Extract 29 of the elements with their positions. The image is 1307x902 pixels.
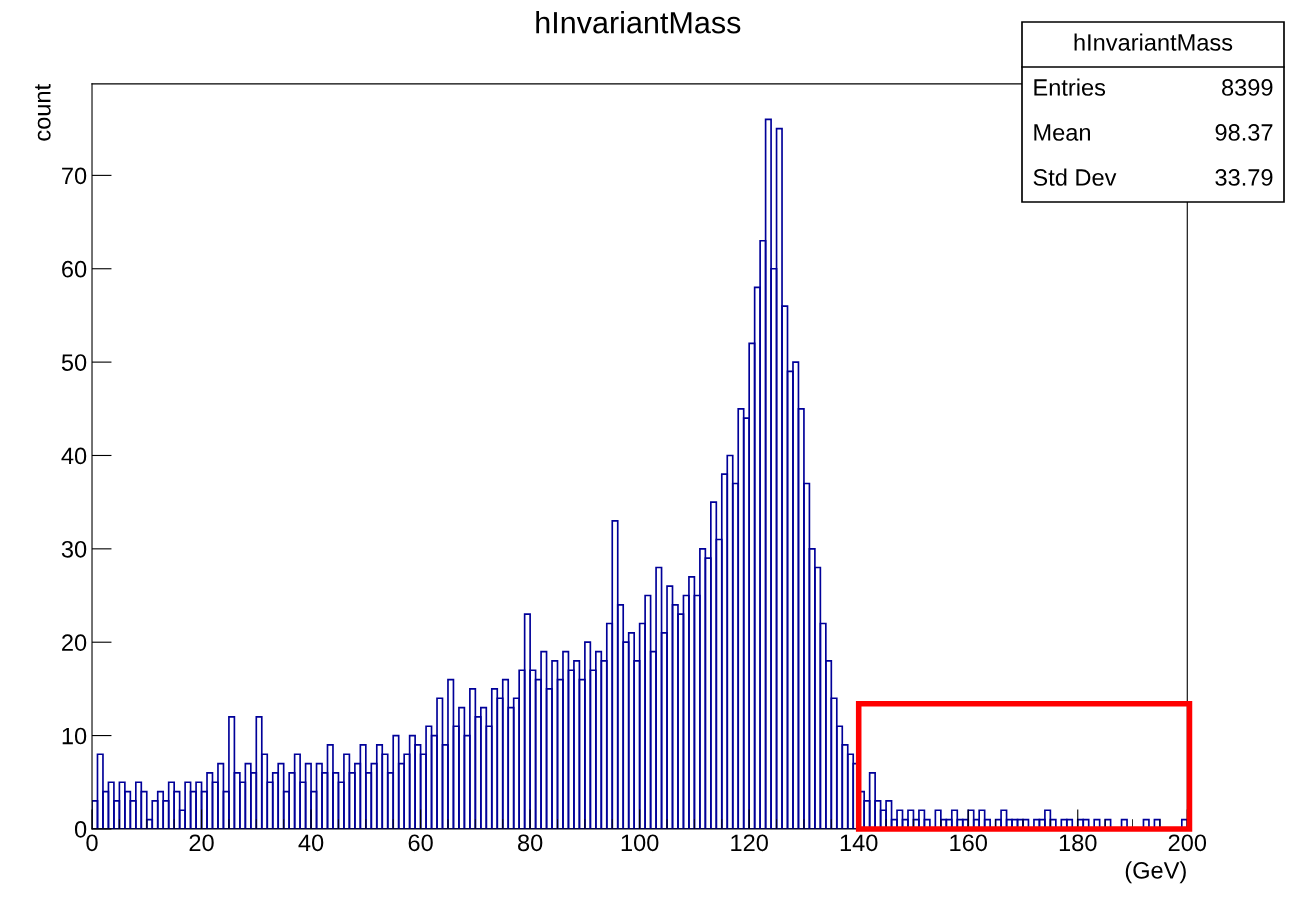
x-tick-label: 60 — [408, 834, 433, 852]
x-tick-label: 180 — [1059, 834, 1097, 852]
annotation: Entries — [1034, 78, 1106, 96]
annotation: Std Dev — [1033, 168, 1117, 186]
y-tick-label: 70 — [62, 167, 87, 185]
y-tick-label: 0 — [74, 821, 87, 838]
x-tick-label: 20 — [189, 834, 214, 852]
x-tick-label: 200 — [1168, 834, 1207, 852]
text: 98.37 — [1215, 124, 1273, 141]
annotation: Mean — [1034, 124, 1090, 141]
y-tick-label: 20 — [62, 634, 87, 651]
x-tick-label: 160 — [950, 834, 987, 852]
y-tick-label: 10 — [62, 727, 87, 745]
x-tick-label: 80 — [518, 834, 543, 852]
y-tick-label: 60 — [62, 260, 87, 278]
x-tick-label: 120 — [731, 834, 768, 852]
x-tick-label: 0 — [86, 834, 98, 852]
x-axis-title: (GeV) — [1125, 861, 1186, 884]
y-tick-label: 50 — [61, 354, 87, 371]
text: hInvariantMass — [1074, 33, 1233, 51]
y-tick-label: 40 — [61, 447, 87, 465]
chart-title: hInvariantMass — [536, 11, 741, 34]
x-tick-label: 100 — [621, 834, 659, 852]
text: 8399 — [1222, 79, 1273, 96]
text: 33.79 — [1215, 169, 1273, 186]
x-tick-label: 40 — [298, 834, 324, 852]
y-tick-label: 30 — [61, 540, 87, 558]
x-tick-label: 140 — [840, 834, 878, 852]
y-axis-title: count — [35, 84, 51, 141]
